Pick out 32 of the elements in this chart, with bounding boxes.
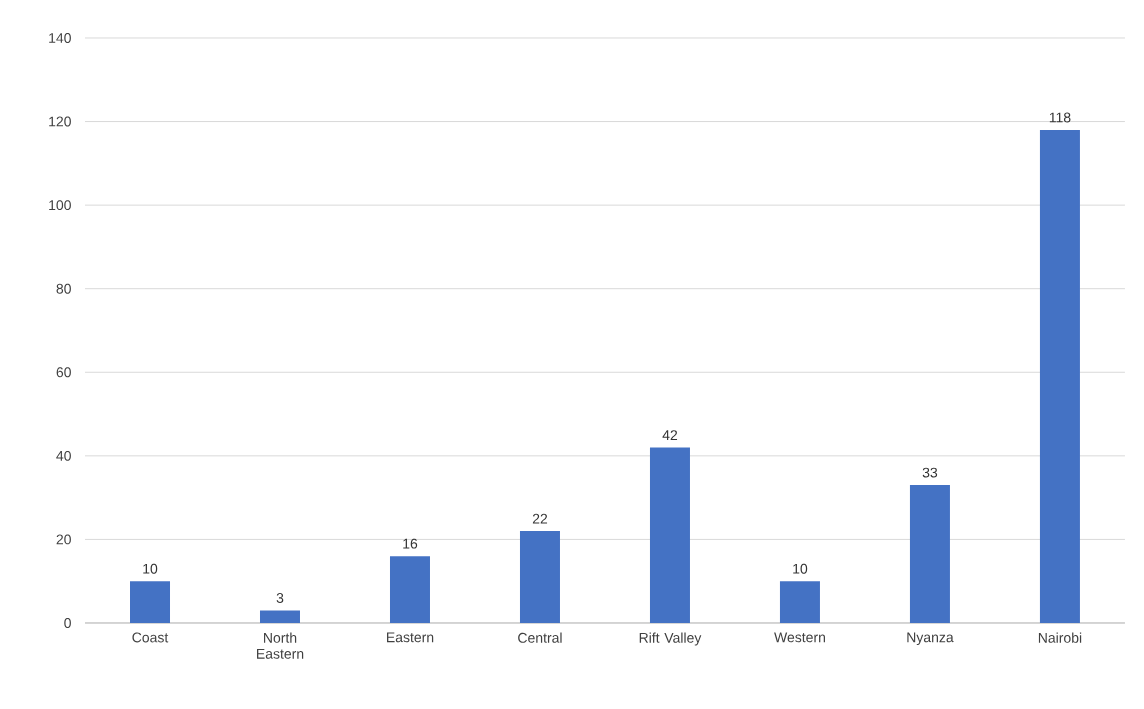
data-label: 16	[403, 538, 418, 549]
x-tick-label: Western	[774, 632, 825, 643]
y-tick-label: 140	[49, 33, 71, 43]
bar	[909, 485, 950, 623]
bar	[649, 447, 690, 623]
x-tick-label: Coast	[132, 632, 169, 643]
data-label: 42	[662, 430, 678, 440]
bar	[130, 581, 170, 623]
bar	[519, 531, 560, 623]
x-tick-label: Rift Valley	[639, 632, 702, 646]
bar	[389, 556, 430, 623]
data-label: 33	[922, 467, 938, 478]
y-tick-label: 80	[56, 283, 71, 294]
y-tick-label: 100	[49, 200, 71, 211]
x-tick-label: Central	[518, 632, 562, 643]
x-tick-label: Nairobi	[1038, 632, 1082, 643]
y-tick-label: 40	[56, 450, 71, 461]
data-label: 22	[532, 513, 548, 524]
data-label: 10	[793, 563, 808, 574]
data-label: 3	[276, 593, 284, 603]
bar	[1039, 129, 1080, 623]
x-tick-label: Eastern	[387, 632, 434, 643]
y-tick-label: 120	[49, 116, 71, 127]
y-tick-label: 20	[56, 534, 71, 545]
x-tick-label: North Eastern	[257, 632, 304, 659]
y-tick-label: 0	[64, 618, 71, 628]
bar	[260, 610, 300, 623]
y-tick-label: 60	[56, 367, 71, 378]
x-tick-label: Nyanza	[907, 632, 954, 646]
data-label: 118	[1049, 112, 1071, 123]
bar	[779, 581, 820, 623]
data-label: 10	[143, 563, 158, 574]
